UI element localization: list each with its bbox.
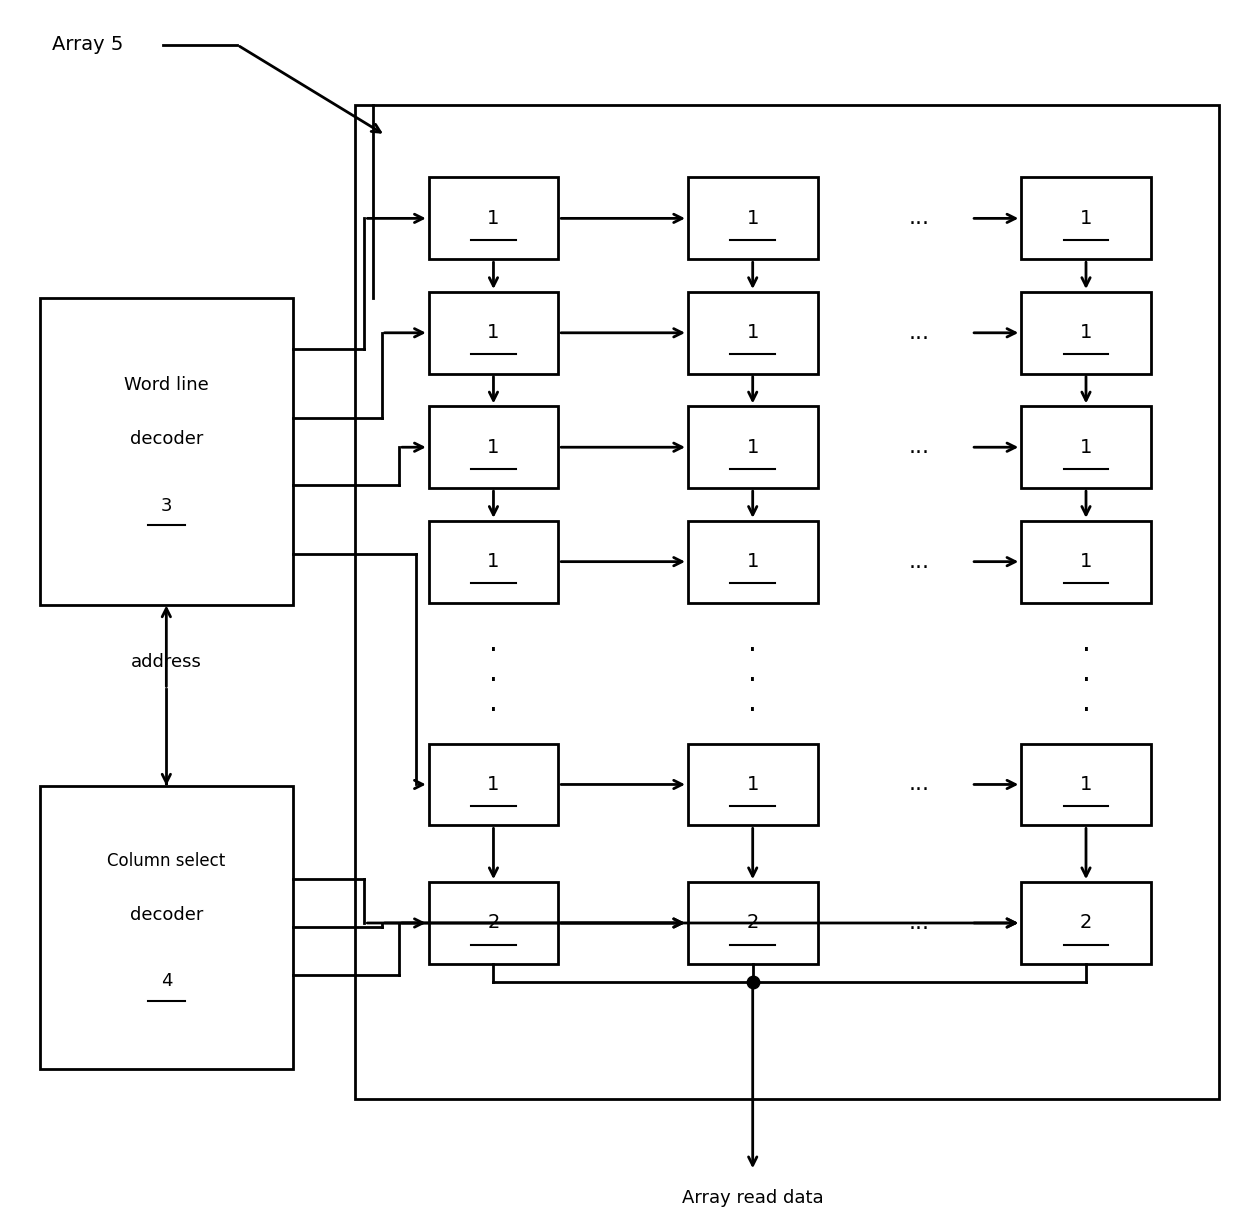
Text: ...: ... xyxy=(909,913,930,934)
Text: 1: 1 xyxy=(1080,438,1092,456)
Text: 1: 1 xyxy=(746,323,759,342)
FancyBboxPatch shape xyxy=(688,291,817,374)
Text: decoder: decoder xyxy=(130,906,203,924)
FancyBboxPatch shape xyxy=(429,521,558,602)
Text: 1: 1 xyxy=(746,209,759,228)
Text: 2: 2 xyxy=(487,913,500,932)
FancyBboxPatch shape xyxy=(1022,883,1151,964)
FancyBboxPatch shape xyxy=(40,785,293,1068)
Text: 1: 1 xyxy=(487,323,500,342)
Text: .: . xyxy=(748,659,758,687)
Text: .: . xyxy=(748,690,758,717)
Text: .: . xyxy=(1081,629,1090,657)
Text: 1: 1 xyxy=(487,775,500,794)
FancyBboxPatch shape xyxy=(688,883,817,964)
FancyBboxPatch shape xyxy=(688,177,817,260)
Text: ...: ... xyxy=(909,775,930,794)
Text: 2: 2 xyxy=(1080,913,1092,932)
Text: 1: 1 xyxy=(1080,323,1092,342)
Text: .: . xyxy=(489,659,498,687)
Text: ...: ... xyxy=(909,323,930,342)
FancyBboxPatch shape xyxy=(355,106,1219,1099)
FancyBboxPatch shape xyxy=(1022,407,1151,488)
Text: ...: ... xyxy=(909,209,930,228)
Text: address: address xyxy=(131,653,202,671)
Text: Array read data: Array read data xyxy=(682,1190,823,1207)
FancyBboxPatch shape xyxy=(1022,743,1151,826)
Text: ...: ... xyxy=(909,437,930,458)
Text: 3: 3 xyxy=(161,497,172,515)
Text: 1: 1 xyxy=(1080,552,1092,571)
Text: Array 5: Array 5 xyxy=(52,35,124,55)
FancyBboxPatch shape xyxy=(1022,291,1151,374)
FancyBboxPatch shape xyxy=(688,521,817,602)
Text: .: . xyxy=(1081,690,1090,717)
Text: ...: ... xyxy=(909,551,930,572)
FancyBboxPatch shape xyxy=(1022,177,1151,260)
Text: 1: 1 xyxy=(1080,209,1092,228)
Text: 4: 4 xyxy=(161,972,172,991)
Text: Column select: Column select xyxy=(107,852,226,870)
Text: .: . xyxy=(748,629,758,657)
Text: 1: 1 xyxy=(746,438,759,456)
Text: 1: 1 xyxy=(487,552,500,571)
Text: decoder: decoder xyxy=(130,431,203,448)
FancyBboxPatch shape xyxy=(429,743,558,826)
Text: 1: 1 xyxy=(487,438,500,456)
FancyBboxPatch shape xyxy=(688,407,817,488)
Text: 1: 1 xyxy=(1080,775,1092,794)
FancyBboxPatch shape xyxy=(688,743,817,826)
Text: .: . xyxy=(489,629,498,657)
FancyBboxPatch shape xyxy=(40,297,293,605)
FancyBboxPatch shape xyxy=(429,407,558,488)
Text: 1: 1 xyxy=(487,209,500,228)
Text: Word line: Word line xyxy=(124,376,208,395)
Text: 1: 1 xyxy=(746,552,759,571)
FancyBboxPatch shape xyxy=(429,291,558,374)
Text: .: . xyxy=(1081,659,1090,687)
FancyBboxPatch shape xyxy=(429,883,558,964)
FancyBboxPatch shape xyxy=(429,177,558,260)
Text: 1: 1 xyxy=(746,775,759,794)
FancyBboxPatch shape xyxy=(1022,521,1151,602)
Text: 2: 2 xyxy=(746,913,759,932)
Text: .: . xyxy=(489,690,498,717)
